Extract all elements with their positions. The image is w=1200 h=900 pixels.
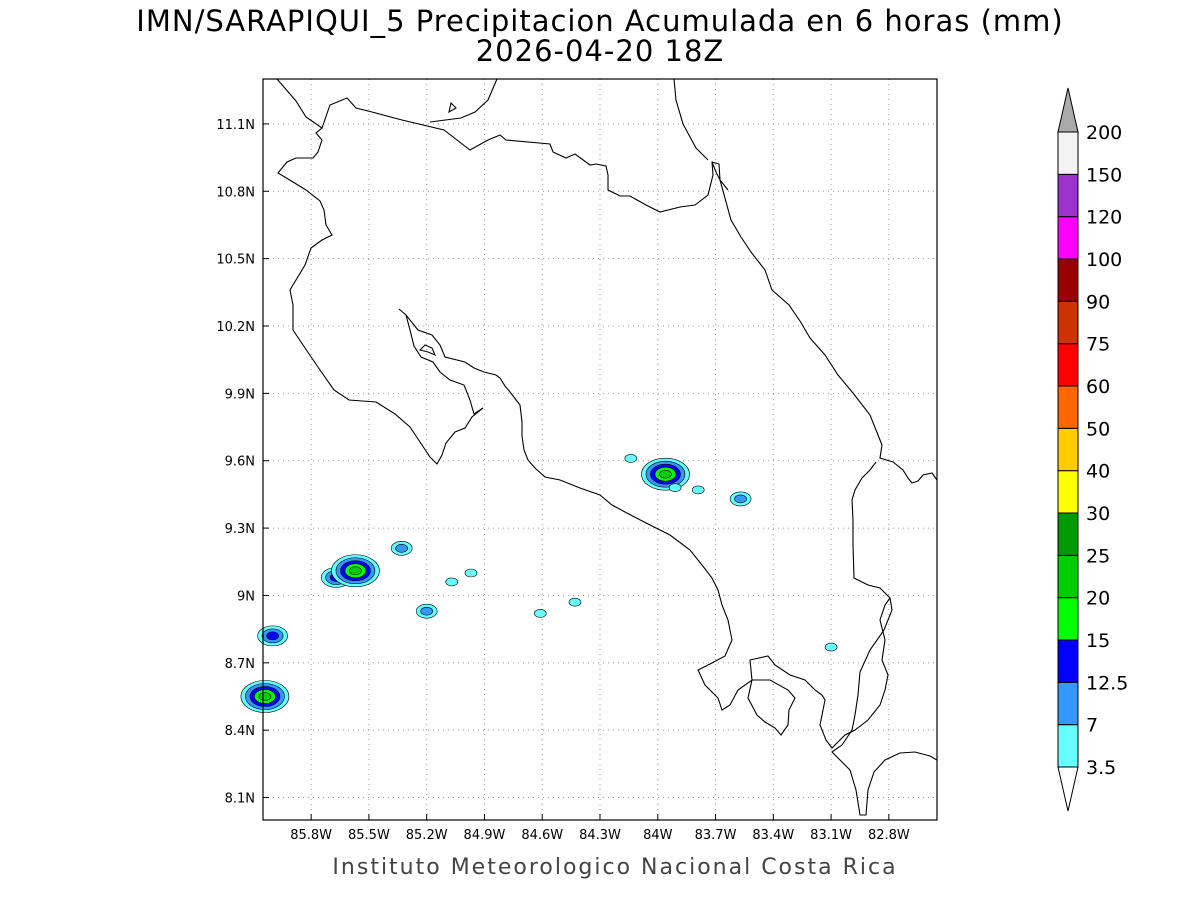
lat-tick-label: 11.1N [216, 118, 255, 133]
colorbar-label: 3.5 [1086, 757, 1116, 779]
colorbar-label: 120 [1086, 207, 1122, 229]
lon-tick-label: 85.8W [290, 828, 332, 843]
colorbar-swatch [1057, 512, 1079, 556]
colorbar-label: 30 [1086, 503, 1110, 525]
colorbar-swatch [1057, 470, 1079, 514]
lat-tick-label: 9.3N [225, 522, 255, 537]
lon-tick-label: 84.6W [521, 828, 563, 843]
colorbar-label: 100 [1086, 249, 1122, 271]
colorbar-swatch [1057, 597, 1079, 641]
colorbar: 3.5 7 12.5 15 20 25 30 40 50 60 75 90 100 120 150 200 [1057, 87, 1128, 812]
rain-contour [734, 494, 747, 504]
graticule [263, 79, 937, 820]
precip-overlay [240, 454, 838, 713]
rain-contour [464, 568, 478, 578]
lat-tick-label: 8.1N [225, 792, 255, 807]
colorbar-swatch [1057, 173, 1079, 218]
colorbar-swatch [1057, 258, 1079, 302]
rain-contour [691, 485, 705, 495]
colorbar-swatch [1057, 131, 1079, 175]
rain-contour [266, 631, 279, 641]
colorbar-label: 50 [1086, 418, 1110, 440]
credit-line: Instituto Meteorologico Nacional Costa R… [332, 855, 898, 880]
lon-tick-labels: 85.8W 85.5W 85.2W 84.9W 84.6W 84.3W 84W 83.7W 83… [290, 828, 910, 843]
lat-tick-label: 10.8N [216, 185, 255, 200]
rain-contour [395, 543, 408, 553]
rain-contour [534, 609, 547, 618]
lat-tick-label: 9.6N [225, 455, 255, 470]
rain-contour [624, 454, 638, 463]
rain-contour [445, 577, 459, 587]
colorbar-swatch [1057, 681, 1079, 726]
colorbar-label: 150 [1086, 164, 1122, 186]
rain-contour [659, 469, 672, 479]
colorbar-label: 12.5 [1086, 672, 1128, 694]
colorbar-swatch [1057, 216, 1079, 260]
lat-tick-label: 10.2N [216, 320, 255, 335]
colorbar-swatch [1057, 385, 1079, 429]
colorbar-label: 7 [1086, 715, 1098, 737]
lon-tick-label: 83.4W [752, 828, 794, 843]
lon-tick-label: 82.8W [868, 828, 910, 843]
lat-tick-label: 8.4N [225, 724, 255, 739]
lat-tick-label: 10.5N [216, 253, 255, 268]
colorbar-label: 40 [1086, 461, 1110, 483]
rain-contour [258, 692, 272, 701]
colorbar-swatch [1057, 554, 1079, 599]
colorbar-swatch [1057, 639, 1079, 683]
colorbar-label: 75 [1086, 334, 1110, 356]
colorbar-label: 60 [1086, 376, 1110, 398]
rain-contour [668, 483, 682, 492]
colorbar-swatch [1057, 300, 1079, 345]
rain-contour [824, 642, 838, 652]
lat-tick-labels: 8.1N 8.4N 8.7N 9N 9.3N 9.6N 9.9N 10.2N 10.5N 10.8… [216, 118, 255, 807]
rain-contour [420, 606, 433, 616]
lon-tick-label: 83.7W [695, 828, 737, 843]
rain-contour [349, 566, 362, 576]
colorbar-label: 15 [1086, 630, 1110, 652]
colorbar-label: 200 [1086, 122, 1122, 144]
colorbar-label: 90 [1086, 291, 1110, 313]
lat-tick-label: 9.9N [225, 387, 255, 402]
lat-tick-label: 9N [237, 589, 255, 604]
colorbar-swatch [1057, 724, 1079, 768]
colorbar-label: 25 [1086, 545, 1110, 567]
colorbar-swatch [1057, 427, 1079, 472]
lon-tick-label: 83.1W [810, 828, 852, 843]
lon-tick-label: 84.3W [579, 828, 621, 843]
lon-tick-label: 85.5W [348, 828, 390, 843]
rain-contour [568, 597, 582, 607]
lon-tick-label: 84.9W [464, 828, 506, 843]
lon-tick-label: 84W [643, 828, 673, 843]
map-datetime: 2026-04-20 18Z [475, 34, 725, 68]
colorbar-top-arrow [1057, 87, 1079, 133]
lon-tick-label: 85.2W [406, 828, 448, 843]
map-title: IMN/SARAPIQUI_5 Precipitacion Acumulada … [136, 4, 1064, 38]
coastline [276, 78, 938, 816]
colorbar-label: 20 [1086, 588, 1110, 610]
map-panel [240, 78, 938, 821]
colorbar-bottom-arrow [1057, 766, 1079, 812]
colorbar-swatch [1057, 343, 1079, 387]
lat-tick-label: 8.7N [225, 657, 255, 672]
